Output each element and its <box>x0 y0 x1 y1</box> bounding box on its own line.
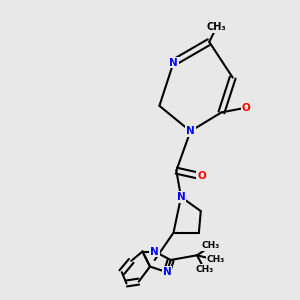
Text: N: N <box>163 267 171 277</box>
Text: N: N <box>150 247 159 256</box>
Text: CH₃: CH₃ <box>202 242 220 250</box>
Text: N: N <box>169 58 178 68</box>
Text: CH₃: CH₃ <box>195 265 214 274</box>
Text: CH₃: CH₃ <box>207 256 225 265</box>
Text: O: O <box>197 171 206 181</box>
Text: O: O <box>242 103 250 113</box>
Text: CH₃: CH₃ <box>207 22 226 32</box>
Text: N: N <box>186 126 195 136</box>
Text: N: N <box>177 192 185 202</box>
